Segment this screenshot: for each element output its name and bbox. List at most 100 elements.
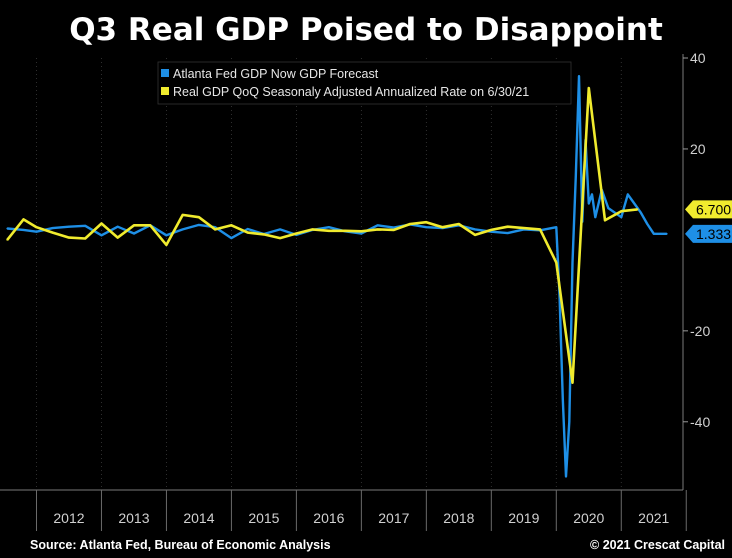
legend-label-real-gdp: Real GDP QoQ Seasonaly Adjusted Annualiz… [173,85,529,99]
data-point-real-gdp [214,228,217,231]
data-point-real-gdp [181,213,184,216]
data-point-real-gdp [22,218,25,221]
data-point-atlanta-fed [22,228,25,231]
grid-layer [36,58,622,490]
legend-swatch-atlanta [161,69,169,77]
data-point-real-gdp [133,224,135,227]
data-point-atlanta-fed [425,226,428,229]
x-tick-label: 2021 [638,510,669,526]
data-point-real-gdp [457,223,460,225]
data-point-real-gdp [636,208,639,211]
series-layer [6,74,668,478]
data-point-atlanta-fed [68,225,70,228]
x-tick-label: 2016 [313,510,344,526]
data-point-atlanta-fed [613,211,616,214]
data-point-real-gdp [620,210,623,213]
data-point-atlanta-fed [181,228,184,231]
data-point-atlanta-fed [165,234,168,237]
data-point-real-gdp [441,226,444,229]
data-point-real-gdp [311,228,314,231]
data-point-real-gdp [425,221,428,224]
legend-label-atlanta: Atlanta Fed GDP Now GDP Forecast [173,67,379,81]
data-point-real-gdp [246,231,249,234]
data-point-real-gdp [165,243,168,246]
last-value-text: 1.333 [696,226,731,242]
data-point-real-gdp [474,233,476,236]
data-point-real-gdp [295,232,298,235]
data-point-atlanta-fed [633,202,636,205]
data-point-atlanta-fed [561,398,564,400]
data-point-real-gdp [68,236,70,239]
data-point-atlanta-fed [565,475,567,478]
y-tick-label: -40 [690,414,710,430]
last-value-labels: 6.700 1.333 [685,200,732,243]
last-value-badge [685,200,732,219]
x-tick-label: 2012 [53,510,84,526]
footer-copyright: © 2021 Crescat Capital [590,538,725,552]
data-point-atlanta-fed [279,228,282,231]
data-point-real-gdp [198,216,200,219]
footer-source: Source: Atlanta Fed, Bureau of Economic … [30,538,331,552]
legend: Atlanta Fed GDP Now GDP Forecast Real GD… [157,61,572,105]
data-point-real-gdp [539,228,541,231]
data-point-atlanta-fed [230,237,233,239]
data-point-real-gdp [604,219,606,222]
data-point-real-gdp [230,224,233,227]
data-point-atlanta-fed [84,224,87,227]
legend-box [157,61,572,105]
data-point-real-gdp [571,381,574,384]
data-point-atlanta-fed [376,224,379,227]
data-point-atlanta-fed [646,223,649,225]
x-tick-label: 2018 [443,510,474,526]
y-tick-label: 20 [690,141,706,157]
last-value-badge [685,224,732,243]
data-point-atlanta-fed [587,202,590,205]
data-point-atlanta-fed [555,226,558,229]
data-point-real-gdp [51,231,54,234]
x-tick-label: 2014 [183,510,214,526]
data-point-atlanta-fed [578,75,580,78]
legend-swatch-real-gdp [161,87,169,95]
x-tick-label: 2013 [118,510,149,526]
data-point-real-gdp [6,238,9,241]
data-point-real-gdp [116,236,119,239]
data-point-real-gdp [327,229,330,232]
data-point-atlanta-fed [591,193,593,196]
chart-title: Q3 Real GDP Poised to Disappoint [69,12,663,48]
data-point-real-gdp [409,223,412,225]
data-point-atlanta-fed [35,230,38,233]
data-point-real-gdp [263,233,265,236]
data-point-atlanta-fed [133,232,135,235]
x-tick-label: 2015 [248,510,279,526]
data-point-atlanta-fed [246,228,249,230]
data-point-atlanta-fed [51,227,54,229]
data-point-real-gdp [376,228,379,231]
data-point-atlanta-fed [665,232,668,235]
data-point-real-gdp [555,261,558,264]
data-point-atlanta-fed [571,261,574,264]
data-point-atlanta-fed [198,223,200,226]
data-point-atlanta-fed [568,420,571,423]
series-line-real-gdp [6,86,638,385]
data-point-atlanta-fed [607,207,610,209]
data-point-real-gdp [84,237,87,240]
data-point-real-gdp [587,87,590,89]
data-point-atlanta-fed [626,193,629,196]
data-point-atlanta-fed [116,225,119,228]
data-point-real-gdp [392,228,395,231]
last-value-text: 6.700 [696,201,731,217]
data-point-atlanta-fed [652,232,655,235]
data-point-real-gdp [490,228,493,231]
data-point-atlanta-fed [594,216,597,219]
data-point-atlanta-fed [100,234,103,237]
data-point-atlanta-fed [659,232,662,235]
data-point-real-gdp [360,230,363,233]
data-point-real-gdp [506,225,509,228]
data-point-real-gdp [279,237,282,239]
x-tick-label: 2019 [508,510,539,526]
data-point-real-gdp [522,227,525,229]
data-point-atlanta-fed [474,228,476,231]
data-point-atlanta-fed [620,216,623,219]
data-point-real-gdp [149,224,152,227]
x-tick-label: 2017 [378,510,409,526]
